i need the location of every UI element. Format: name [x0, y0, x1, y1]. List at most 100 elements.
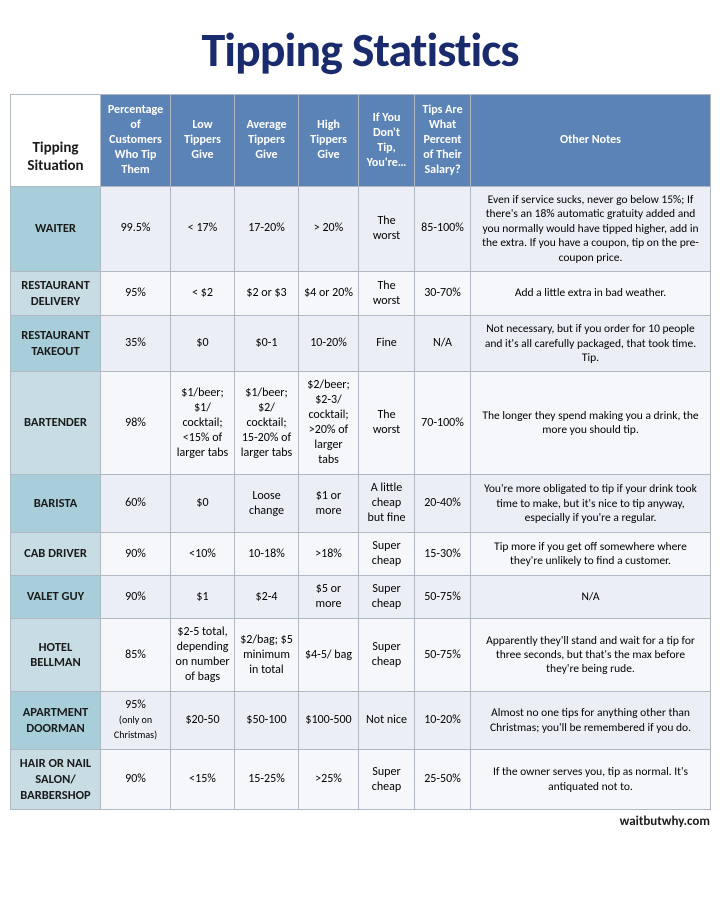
cell-avg: 10-18%: [235, 533, 299, 576]
cell-low: $0: [171, 475, 235, 533]
cell-ifnot: The worst: [359, 372, 415, 475]
table-row: HOTEL BELLMAN85%$2-5 total, depending on…: [11, 619, 711, 692]
cell-salary: 20-40%: [415, 475, 471, 533]
table-row: APARTMENT DOORMAN95%(only on Christmas)$…: [11, 692, 711, 750]
row-label: BARTENDER: [11, 372, 101, 475]
cell-low: $0: [171, 316, 235, 372]
table-row: RESTAURANT DELIVERY95%< $2$2 or $3$4 or …: [11, 271, 711, 315]
cell-notes: You're more obligated to tip if your dri…: [471, 475, 711, 533]
col-notes: Other Notes: [471, 95, 711, 187]
row-label: VALET GUY: [11, 576, 101, 619]
cell-low: $2-5 total, depending on number of bags: [171, 619, 235, 692]
cell-avg: $1/beer; $2/ cocktail; 15-20% of larger …: [235, 372, 299, 475]
table-row: BARTENDER98%$1/beer; $1/ cocktail; <15% …: [11, 372, 711, 475]
cell-avg: $2/bag; $5 minimum in total: [235, 619, 299, 692]
cell-high: $1 or more: [299, 475, 359, 533]
cell-pct: 95%(only on Christmas): [101, 692, 171, 750]
cell-pct: 95%: [101, 271, 171, 315]
cell-notes: Not necessary, but if you order for 10 p…: [471, 316, 711, 372]
tipping-table: Tipping Situation Percentage of Customer…: [10, 94, 711, 810]
cell-salary: 10-20%: [415, 692, 471, 750]
table-row: HAIR OR NAIL SALON/ BARBERSHOP90%<15%15-…: [11, 750, 711, 810]
cell-notes: Apparently they'll stand and wait for a …: [471, 619, 711, 692]
table-row: CAB DRIVER90%<10%10-18%>18%Super cheap15…: [11, 533, 711, 576]
cell-ifnot: Super cheap: [359, 576, 415, 619]
table-row: WAITER99.5%< 17%17-20%> 20%The worst85-1…: [11, 187, 711, 272]
cell-high: $2/beer; $2-3/ cocktail; >20% of larger …: [299, 372, 359, 475]
row-label: RESTAURANT TAKEOUT: [11, 316, 101, 372]
cell-ifnot: Not nice: [359, 692, 415, 750]
header-row: Tipping Situation Percentage of Customer…: [11, 95, 711, 187]
cell-low: $1: [171, 576, 235, 619]
cell-high: >18%: [299, 533, 359, 576]
cell-pct: 35%: [101, 316, 171, 372]
cell-notes: If the owner serves you, tip as normal. …: [471, 750, 711, 810]
cell-pct: 90%: [101, 576, 171, 619]
source-credit: waitbutwhy.com: [10, 814, 710, 829]
table-body: WAITER99.5%< 17%17-20%> 20%The worst85-1…: [11, 187, 711, 810]
cell-low: < 17%: [171, 187, 235, 272]
cell-avg: 15-25%: [235, 750, 299, 810]
col-avg: Average Tippers Give: [235, 95, 299, 187]
col-pct: Percentage of Customers Who Tip Them: [101, 95, 171, 187]
cell-low: <10%: [171, 533, 235, 576]
cell-notes: Tip more if you get off somewhere where …: [471, 533, 711, 576]
row-label: HOTEL BELLMAN: [11, 619, 101, 692]
row-label: HAIR OR NAIL SALON/ BARBERSHOP: [11, 750, 101, 810]
cell-avg: Loose change: [235, 475, 299, 533]
table-row: VALET GUY90%$1$2-4$5 or moreSuper cheap5…: [11, 576, 711, 619]
cell-notes: The longer they spend making you a drink…: [471, 372, 711, 475]
cell-high: $100-500: [299, 692, 359, 750]
cell-pct: 60%: [101, 475, 171, 533]
cell-salary: 15-30%: [415, 533, 471, 576]
cell-high: $4 or 20%: [299, 271, 359, 315]
cell-notes: Add a little extra in bad weather.: [471, 271, 711, 315]
cell-ifnot: The worst: [359, 271, 415, 315]
row-label: APARTMENT DOORMAN: [11, 692, 101, 750]
cell-ifnot: A little cheap but fine: [359, 475, 415, 533]
cell-ifnot: Super cheap: [359, 750, 415, 810]
col-high: High Tippers Give: [299, 95, 359, 187]
cell-pct: 90%: [101, 750, 171, 810]
cell-low: $1/beer; $1/ cocktail; <15% of larger ta…: [171, 372, 235, 475]
cell-avg: $2-4: [235, 576, 299, 619]
cell-low: < $2: [171, 271, 235, 315]
cell-high: 10-20%: [299, 316, 359, 372]
cell-salary: 50-75%: [415, 576, 471, 619]
cell-low: <15%: [171, 750, 235, 810]
cell-ifnot: The worst: [359, 187, 415, 272]
page-title: Tipping Statistics: [10, 20, 710, 79]
cell-salary: 70-100%: [415, 372, 471, 475]
cell-ifnot: Fine: [359, 316, 415, 372]
cell-ifnot: Super cheap: [359, 533, 415, 576]
cell-avg: $50-100: [235, 692, 299, 750]
row-label: RESTAURANT DELIVERY: [11, 271, 101, 315]
cell-avg: $0-1: [235, 316, 299, 372]
cell-salary: N/A: [415, 316, 471, 372]
cell-salary: 85-100%: [415, 187, 471, 272]
cell-high: $5 or more: [299, 576, 359, 619]
cell-avg: 17-20%: [235, 187, 299, 272]
cell-low: $20-50: [171, 692, 235, 750]
cell-salary: 25-50%: [415, 750, 471, 810]
cell-high: $4-5/ bag: [299, 619, 359, 692]
row-label: BARISTA: [11, 475, 101, 533]
cell-avg: $2 or $3: [235, 271, 299, 315]
cell-pct: 85%: [101, 619, 171, 692]
cell-notes: N/A: [471, 576, 711, 619]
cell-pct: 90%: [101, 533, 171, 576]
cell-high: > 20%: [299, 187, 359, 272]
cell-notes: Almost no one tips for anything other th…: [471, 692, 711, 750]
col-salary: Tips Are What Percent of Their Salary?: [415, 95, 471, 187]
cell-notes: Even if service sucks, never go below 15…: [471, 187, 711, 272]
cell-salary: 50-75%: [415, 619, 471, 692]
cell-pct: 98%: [101, 372, 171, 475]
col-low: Low Tippers Give: [171, 95, 235, 187]
col-ifnot: If You Don't Tip, You're…: [359, 95, 415, 187]
cell-ifnot: Super cheap: [359, 619, 415, 692]
cell-salary: 30-70%: [415, 271, 471, 315]
row-label: CAB DRIVER: [11, 533, 101, 576]
cell-pct: 99.5%: [101, 187, 171, 272]
table-row: RESTAURANT TAKEOUT35%$0$0-110-20%FineN/A…: [11, 316, 711, 372]
table-row: BARISTA60%$0Loose change$1 or moreA litt…: [11, 475, 711, 533]
